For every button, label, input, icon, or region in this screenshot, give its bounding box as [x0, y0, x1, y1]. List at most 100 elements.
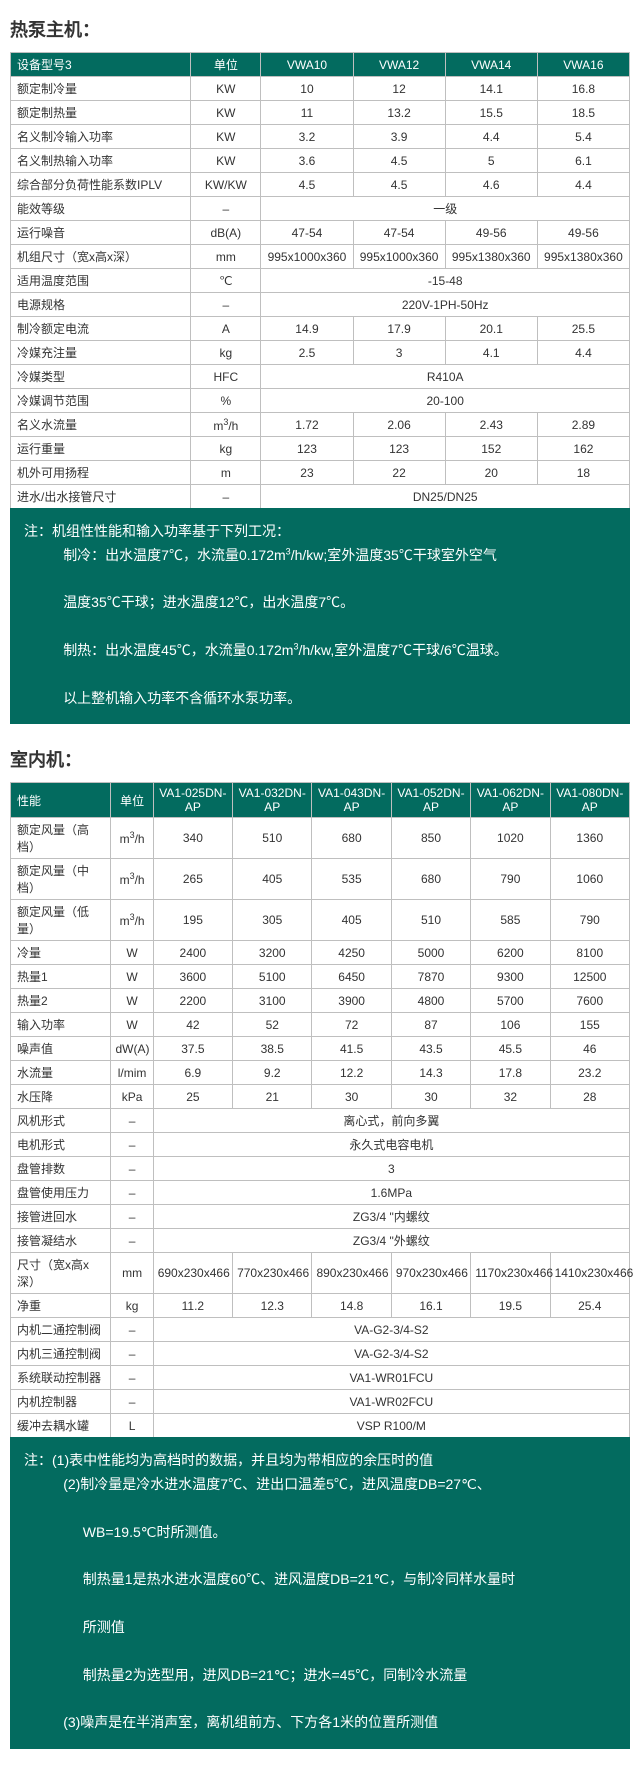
row-value: 23.2: [550, 1061, 629, 1085]
row-value: 970x230x466: [391, 1253, 470, 1294]
row-value: 3600: [153, 965, 232, 989]
row-value: 106: [471, 1013, 550, 1037]
table-row: 额定风量（低量）m3/h195305405510585790: [11, 900, 630, 941]
note-line: (3)噪声是在半消声室，离机组前方、下方各1米的位置所测值: [24, 1711, 616, 1735]
row-label: 接管进回水: [11, 1205, 111, 1229]
row-unit: dW(A): [111, 1037, 153, 1061]
row-label: 名义制冷输入功率: [11, 125, 191, 149]
row-value: 3200: [233, 941, 312, 965]
row-label: 盘管使用压力: [11, 1181, 111, 1205]
row-unit: KW: [191, 101, 261, 125]
table-row: 电源规格–220V-1PH-50Hz: [11, 293, 630, 317]
note-line: 以上整机输入功率不含循环水泵功率。: [24, 687, 616, 711]
row-value: 890x230x466: [312, 1253, 391, 1294]
row-span-value: R410A: [261, 365, 630, 389]
row-value: 37.5: [153, 1037, 232, 1061]
row-value: 19.5: [471, 1294, 550, 1318]
row-value: 8100: [550, 941, 629, 965]
row-value: 5.4: [537, 125, 629, 149]
row-value: 87: [391, 1013, 470, 1037]
col-header: 单位: [191, 53, 261, 77]
row-label: 电源规格: [11, 293, 191, 317]
row-value: 2.06: [353, 413, 445, 437]
row-span-value: 1.6MPa: [153, 1181, 629, 1205]
col-header: VWA12: [353, 53, 445, 77]
row-unit: m3/h: [111, 818, 153, 859]
row-label: 水流量: [11, 1061, 111, 1085]
table-row: 盘管排数–3: [11, 1157, 630, 1181]
table-row: 额定制热量KW1113.215.518.5: [11, 101, 630, 125]
row-label: 冷量: [11, 941, 111, 965]
row-unit: KW/KW: [191, 173, 261, 197]
row-label: 适用温度范围: [11, 269, 191, 293]
note-line: WB=19.5℃时所测值。: [24, 1521, 616, 1545]
table-row: 综合部分负荷性能系数IPLVKW/KW4.54.54.64.4: [11, 173, 630, 197]
col-header: VA1-043DN-AP: [312, 783, 391, 818]
row-span-value: VSP R100/M: [153, 1414, 629, 1438]
table-row: 冷媒调节范围%20-100: [11, 389, 630, 413]
row-label: 机外可用扬程: [11, 461, 191, 485]
row-span-value: 永久式电容电机: [153, 1133, 629, 1157]
row-label: 运行噪音: [11, 221, 191, 245]
table-row: 冷媒充注量kg2.534.14.4: [11, 341, 630, 365]
row-value: 405: [312, 900, 391, 941]
row-label: 名义制热输入功率: [11, 149, 191, 173]
row-unit: kg: [111, 1294, 153, 1318]
table-row: 额定风量（高档）m3/h34051068085010201360: [11, 818, 630, 859]
row-value: 2.43: [445, 413, 537, 437]
row-unit: kg: [191, 437, 261, 461]
row-value: 16.8: [537, 77, 629, 101]
table-row: 能效等级–一级: [11, 197, 630, 221]
row-value: 43.5: [391, 1037, 470, 1061]
row-label: 冷媒类型: [11, 365, 191, 389]
table-row: 尺寸（宽x高x深）mm690x230x466770x230x466890x230…: [11, 1253, 630, 1294]
row-value: 22: [353, 461, 445, 485]
row-value: 155: [550, 1013, 629, 1037]
row-unit: W: [111, 941, 153, 965]
row-label: 综合部分负荷性能系数IPLV: [11, 173, 191, 197]
row-value: 14.1: [445, 77, 537, 101]
row-value: 5: [445, 149, 537, 173]
row-value: 3900: [312, 989, 391, 1013]
table-row: 盘管使用压力–1.6MPa: [11, 1181, 630, 1205]
row-unit: m3/h: [191, 413, 261, 437]
note-line: 注：机组性性能和输入功率基于下列工况：: [24, 523, 290, 539]
row-unit: dB(A): [191, 221, 261, 245]
row-value: 12.3: [233, 1294, 312, 1318]
col-header: VA1-032DN-AP: [233, 783, 312, 818]
row-unit: W: [111, 989, 153, 1013]
row-value: 45.5: [471, 1037, 550, 1061]
row-label: 系统联动控制器: [11, 1366, 111, 1390]
row-value: 14.3: [391, 1061, 470, 1085]
col-header: 性能: [11, 783, 111, 818]
row-value: 3100: [233, 989, 312, 1013]
row-value: 162: [537, 437, 629, 461]
col-header: 单位: [111, 783, 153, 818]
row-value: 10: [261, 77, 353, 101]
row-unit: –: [191, 293, 261, 317]
table-row: 额定风量（中档）m3/h2654055356807901060: [11, 859, 630, 900]
note-line: 温度35℃干球；进水温度12℃，出水温度7℃。: [24, 591, 616, 615]
section1-title: 热泵主机：: [10, 16, 630, 42]
row-unit: L: [111, 1414, 153, 1438]
table-row: 缓冲去耦水罐LVSP R100/M: [11, 1414, 630, 1438]
row-label: 额定制热量: [11, 101, 191, 125]
row-label: 盘管排数: [11, 1157, 111, 1181]
table-row: 内机二通控制阀–VA-G2-3/4-S2: [11, 1318, 630, 1342]
row-value: 2.89: [537, 413, 629, 437]
row-value: 38.5: [233, 1037, 312, 1061]
row-value: 790: [471, 859, 550, 900]
table-row: 净重kg11.212.314.816.119.525.4: [11, 1294, 630, 1318]
row-value: 18.5: [537, 101, 629, 125]
row-value: 510: [233, 818, 312, 859]
table-row: 名义制冷输入功率KW3.23.94.45.4: [11, 125, 630, 149]
table-row: 额定制冷量KW101214.116.8: [11, 77, 630, 101]
table-row: 输入功率W42527287106155: [11, 1013, 630, 1037]
row-unit: mm: [111, 1253, 153, 1294]
row-label: 名义水流量: [11, 413, 191, 437]
col-header: VA1-062DN-AP: [471, 783, 550, 818]
row-value: 152: [445, 437, 537, 461]
indoor-table: 性能单位VA1-025DN-APVA1-032DN-APVA1-043DN-AP…: [10, 782, 630, 1438]
row-unit: –: [111, 1109, 153, 1133]
row-unit: A: [191, 317, 261, 341]
